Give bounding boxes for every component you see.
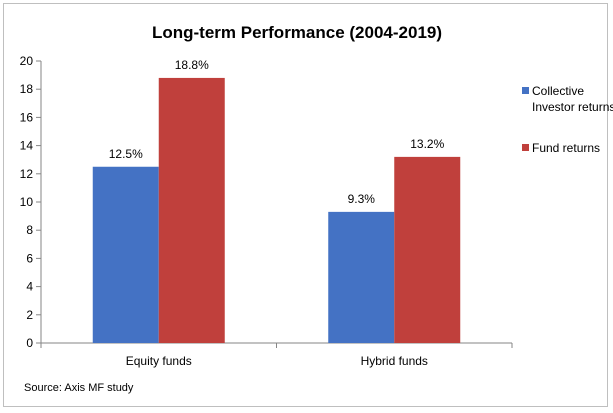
legend-label: Investor returns <box>532 100 613 114</box>
legend-label: Collective <box>532 84 584 98</box>
bar <box>328 211 395 343</box>
bar <box>92 166 159 343</box>
chart-title: Long-term Performance (2004-2019) <box>152 23 442 42</box>
legend-swatch <box>522 144 529 151</box>
y-tick-label: 10 <box>20 195 34 209</box>
bar <box>158 77 225 344</box>
data-label: 9.3% <box>348 192 376 206</box>
data-label: 12.5% <box>109 147 143 161</box>
y-tick-label: 0 <box>26 336 33 350</box>
data-label: 18.8% <box>175 58 209 72</box>
x-category-label: Hybrid funds <box>361 354 428 368</box>
y-tick-label: 4 <box>26 280 33 294</box>
legend: Collective Investor returns Fund returns <box>522 84 613 155</box>
y-tick-label: 18 <box>20 82 34 96</box>
legend-swatch <box>522 87 529 94</box>
y-tick-label: 8 <box>26 223 33 237</box>
legend-label: Fund returns <box>532 141 600 155</box>
y-tick-label: 2 <box>26 308 33 322</box>
bars: 12.5% 18.8% 9.3% 13.2% <box>92 58 461 344</box>
bar <box>394 156 461 343</box>
y-tick-label: 14 <box>20 139 34 153</box>
source-note: Source: Axis MF study <box>24 382 134 394</box>
y-tick-label: 20 <box>20 54 34 68</box>
x-category-label: Equity funds <box>126 354 192 368</box>
y-tick-label: 16 <box>20 110 34 124</box>
y-tick-label: 12 <box>20 167 34 181</box>
y-tick-label: 6 <box>26 251 33 265</box>
data-label: 13.2% <box>410 137 444 151</box>
